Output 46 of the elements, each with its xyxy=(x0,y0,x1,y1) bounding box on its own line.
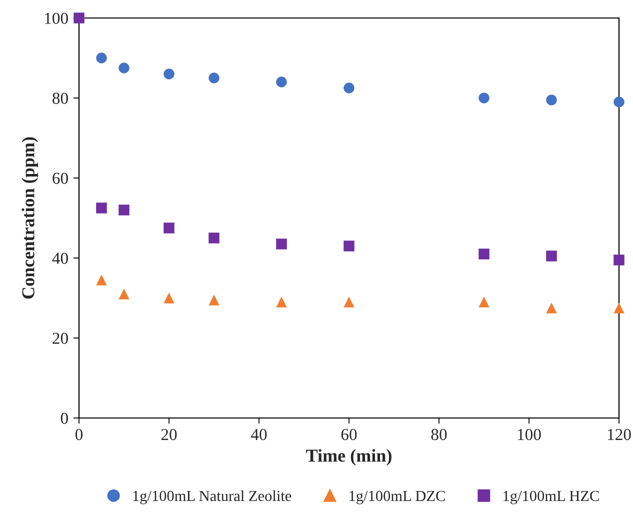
point xyxy=(546,302,557,314)
y-tick-label: 80 xyxy=(52,92,68,104)
legend-label: 1g/100mL Natural Zeolite xyxy=(133,490,292,504)
point xyxy=(118,204,130,216)
point xyxy=(614,96,624,108)
point xyxy=(546,94,557,106)
point xyxy=(344,240,354,252)
point xyxy=(614,302,624,314)
point xyxy=(118,62,130,74)
x-tick-label: 0 xyxy=(75,428,83,440)
y-tick-label: 20 xyxy=(52,332,68,344)
legend-label: 1g/100mL DZC xyxy=(350,490,445,504)
y-tick-label: 0 xyxy=(60,412,68,424)
point xyxy=(118,288,130,300)
x-tick-label: 120 xyxy=(608,428,631,440)
x-axis-title: Time (min) xyxy=(306,449,392,466)
point xyxy=(74,12,84,24)
x-tick-label: 40 xyxy=(250,428,267,440)
point xyxy=(344,296,354,308)
point xyxy=(478,248,490,260)
y-axis-title: Concentration (ppm) xyxy=(22,137,38,299)
y-tick-label: 40 xyxy=(52,252,68,264)
legend-label: 1g/100mL HZC xyxy=(504,490,599,504)
x-tick-label: 100 xyxy=(518,428,541,440)
point xyxy=(344,82,354,94)
point xyxy=(96,274,107,286)
point xyxy=(614,254,624,266)
point xyxy=(96,202,107,214)
point xyxy=(276,238,287,250)
point xyxy=(546,250,557,262)
point xyxy=(96,52,107,64)
y-tick-label: 60 xyxy=(52,172,68,184)
point xyxy=(208,294,220,306)
point xyxy=(478,92,490,104)
y-tick-label: 100 xyxy=(45,12,68,24)
point xyxy=(478,296,490,308)
x-tick-label: 80 xyxy=(431,428,447,440)
point xyxy=(164,222,174,234)
point xyxy=(208,232,220,244)
point xyxy=(164,292,174,304)
point xyxy=(164,68,174,80)
x-tick-label: 20 xyxy=(161,428,177,440)
x-tick-label: 60 xyxy=(341,428,357,440)
point xyxy=(276,76,287,88)
point xyxy=(276,296,287,308)
point xyxy=(208,72,220,84)
